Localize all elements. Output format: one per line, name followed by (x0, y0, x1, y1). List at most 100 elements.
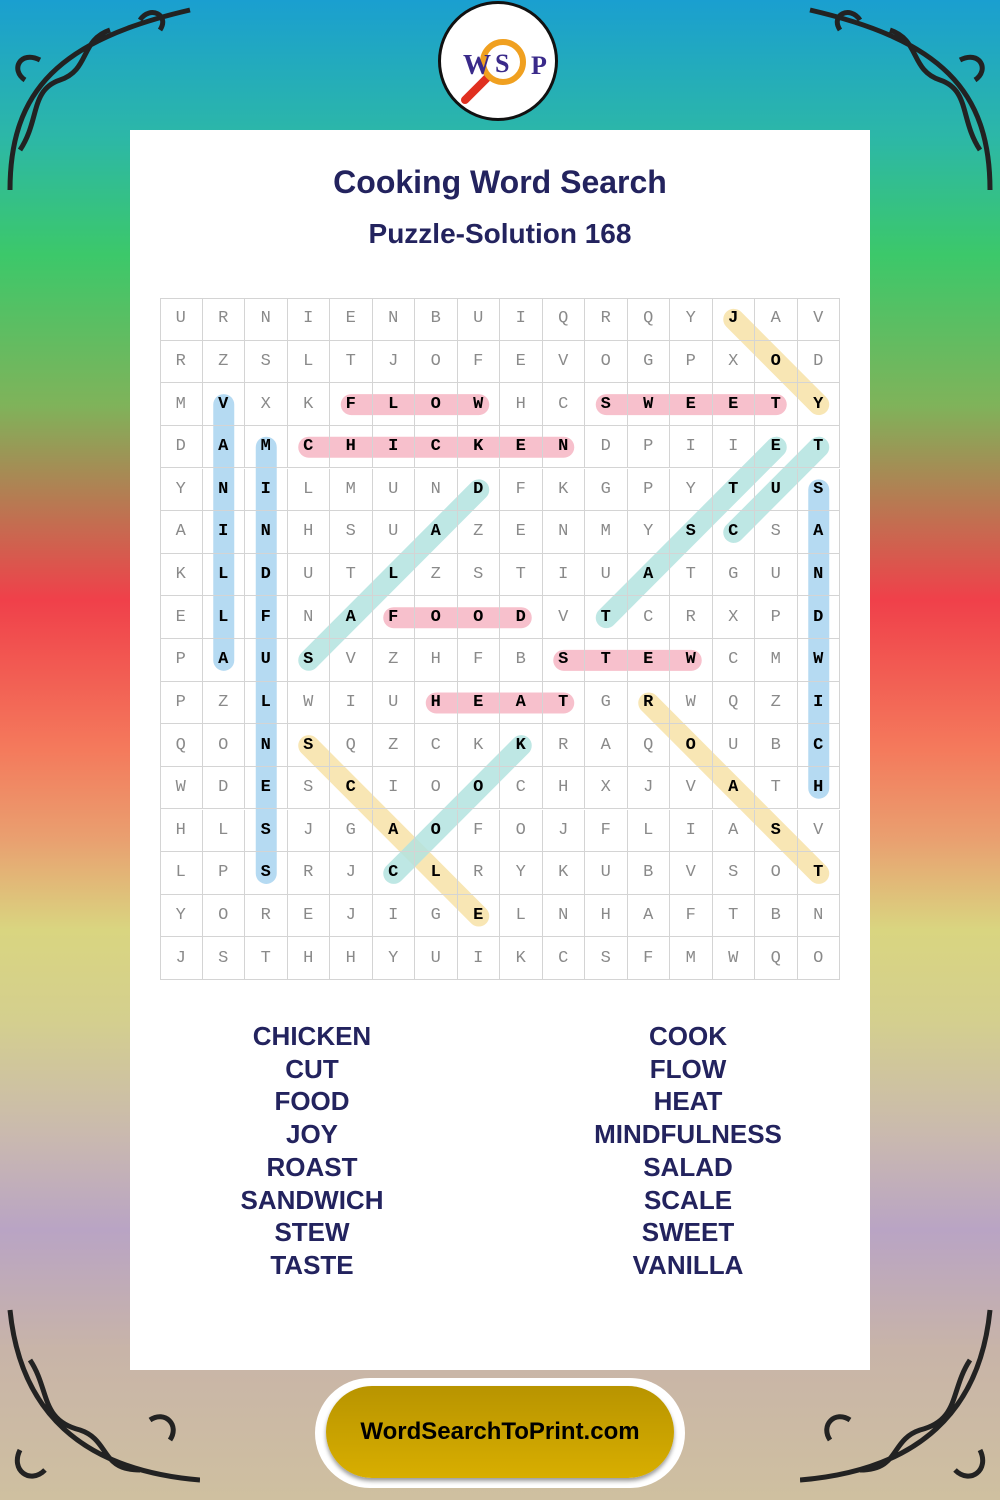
grid-cell: P (755, 596, 798, 639)
grid-cell: W (797, 639, 840, 682)
word-list-item: SWEET (641, 1217, 735, 1248)
grid-cell: Y (670, 298, 713, 341)
grid-cell: B (755, 724, 798, 767)
svg-text:S: S (495, 49, 509, 78)
word-list-item: CUT (285, 1053, 339, 1084)
grid-cell: I (202, 511, 245, 554)
grid-cell: P (160, 639, 203, 682)
grid-cell: Q (755, 937, 798, 980)
grid-cell: C (627, 596, 670, 639)
grid-cell: O (415, 809, 458, 853)
grid-cell: L (627, 809, 670, 853)
grid-cell: N (287, 596, 330, 639)
grid-cell: A (585, 724, 628, 767)
grid-cell: O (797, 937, 840, 980)
grid-cell: N (542, 511, 585, 554)
highlight-roast (638, 692, 830, 884)
grid-cell: A (797, 511, 840, 554)
grid-cell: N (245, 511, 288, 554)
grid-cell: H (330, 937, 373, 980)
grid-cell: U (372, 681, 415, 725)
grid-cell: S (542, 639, 585, 682)
grid-cell: H (287, 511, 330, 554)
grid-cell: S (245, 852, 288, 895)
grid-cell: D (457, 468, 500, 512)
grid-cell: V (670, 852, 713, 895)
grid-cell: E (330, 298, 373, 341)
grid-cell: M (330, 468, 373, 512)
word-list-item: SALAD (643, 1151, 733, 1182)
grid-cell: U (287, 553, 330, 597)
grid-cell: J (330, 894, 373, 938)
word-list-item: CHICKEN (252, 1021, 372, 1051)
grid-cell: J (372, 340, 415, 384)
word-list-item: MINDFULNESS (594, 1119, 782, 1150)
grid-cell: J (542, 809, 585, 853)
grid-cell: L (287, 340, 330, 384)
grid-cell: C (415, 724, 458, 767)
grid-cell: X (712, 340, 755, 384)
grid-cell: D (585, 425, 628, 469)
word-list-item: ROAST (266, 1151, 358, 1182)
grid-cell: F (500, 468, 543, 512)
grid-cell: G (585, 681, 628, 725)
grid-cell: O (755, 852, 798, 895)
grid-cell: W (670, 639, 713, 682)
grid-cell: O (415, 340, 458, 384)
svg-text:P: P (531, 51, 547, 80)
grid-cell: L (415, 852, 458, 895)
grid-cell: O (202, 724, 245, 767)
grid-cell: M (585, 511, 628, 554)
grid-cell: N (797, 894, 840, 938)
grid-cell: O (202, 894, 245, 938)
ornament-top-right (809, 7, 993, 191)
grid-cell: D (797, 340, 840, 384)
grid-cell: N (245, 298, 288, 341)
grid-cell: O (755, 340, 798, 384)
grid-cell: Q (330, 724, 373, 767)
grid-cell: E (500, 340, 543, 384)
grid-cell: B (627, 852, 670, 895)
grid-cell: A (202, 425, 245, 469)
word-list-item: FOOD (274, 1086, 350, 1117)
word-list-item: JOY (285, 1119, 339, 1150)
grid-cell: A (160, 511, 203, 554)
grid-cell: O (457, 766, 500, 810)
grid-cell: D (797, 596, 840, 639)
grid-cell: T (542, 681, 585, 725)
ornament-bottom-right (800, 1309, 993, 1483)
grid-cell: Q (627, 724, 670, 767)
grid-cell: J (627, 766, 670, 810)
grid-cell: H (585, 894, 628, 938)
grid-cell: S (287, 766, 330, 810)
grid-cell: N (245, 724, 288, 767)
site-link-button[interactable]: WordSearchToPrint.com (326, 1386, 674, 1478)
grid-cell: E (500, 425, 543, 469)
grid-cell: S (457, 553, 500, 597)
grid-cell: A (500, 681, 543, 725)
grid-cell: K (500, 724, 543, 767)
highlight-cut (723, 436, 830, 543)
grid-cell: Z (202, 340, 245, 384)
grid-cell: V (202, 383, 245, 426)
word-list-right: COOK FLOW HEAT MINDFULNESS SALAD SCALE SWEET VA… (538, 1020, 838, 1282)
grid-cell: W (670, 681, 713, 725)
grid-cell: C (330, 766, 373, 810)
grid-cell: T (712, 468, 755, 512)
grid-cell: R (457, 852, 500, 895)
grid-cell: V (542, 596, 585, 639)
grid-cell: G (415, 894, 458, 938)
highlight-salad (298, 479, 490, 671)
grid-cell: D (202, 766, 245, 810)
grid-cell: U (457, 298, 500, 341)
solution-highlights (213, 308, 830, 927)
grid-cell: I (330, 681, 373, 725)
word-list-item: HEAT (653, 1086, 723, 1117)
grid-cell: E (670, 383, 713, 426)
grid-cell: S (287, 724, 330, 767)
grid-cell: S (202, 937, 245, 980)
grid-cell: I (670, 809, 713, 853)
grid-cell: S (585, 383, 628, 426)
grid-cell: R (627, 681, 670, 725)
grid-cell: H (160, 809, 203, 853)
